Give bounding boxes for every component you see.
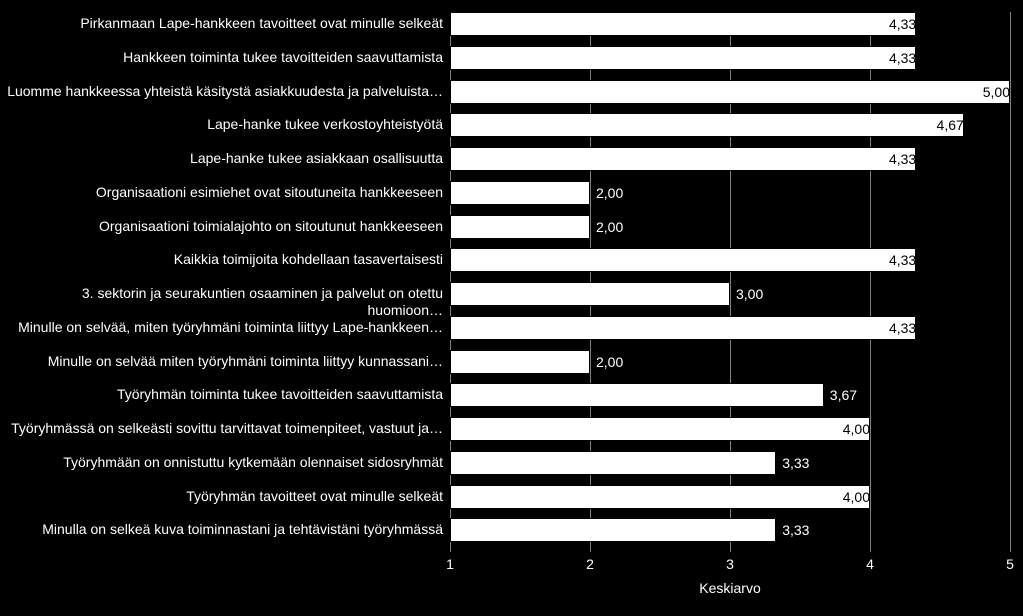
bar-row: 3,33 [450, 518, 1010, 542]
bar-value-label: 3,67 [824, 383, 857, 407]
bar [450, 451, 776, 475]
y-axis-label: Organisaationi esimiehet ovat sitoutunei… [3, 184, 443, 201]
bar-row: 4,00 [450, 485, 1010, 509]
bar-value-label: 2,00 [590, 215, 623, 239]
y-axis-label: Hankkeen toiminta tukee tavoitteiden saa… [3, 49, 443, 66]
bar-row: 4,33 [450, 248, 1010, 272]
y-axis-label: Minulle on selvää miten työryhmäni toimi… [3, 353, 443, 370]
y-axis-label: Työryhmän tavoitteet ovat minulle selkeä… [3, 488, 443, 505]
x-axis-title: Keskiarvo [699, 580, 760, 596]
x-tick: 4 [866, 556, 874, 572]
y-axis-label: Työryhmässä on selkeästi sovittu tarvitt… [3, 420, 443, 437]
y-axis-label: Työryhmään on onnistuttu kytkemään olenn… [3, 454, 443, 471]
bar-value-label: 4,33 [450, 147, 916, 171]
bar-row: 4,33 [450, 316, 1010, 340]
bar-row: 4,00 [450, 417, 1010, 441]
bar-chart: 4,33 4,33 5,00 4,67 4,33 2,00 2,00 4,33 3,00 4,33… [0, 0, 1023, 616]
bar-value-label: 3,33 [776, 518, 809, 542]
bar-value-label: 4,67 [450, 113, 964, 137]
y-axis-label: Pirkanmaan Lape-hankkeen tavoitteet ovat… [3, 15, 443, 32]
bar-row: 3,00 [450, 282, 1010, 306]
bar-value-label: 4,33 [450, 12, 916, 36]
bar-row: 2,00 [450, 350, 1010, 374]
bar-value-label: 3,00 [730, 282, 763, 306]
bar-row: 3,67 [450, 383, 1010, 407]
bar-value-label: 4,00 [450, 485, 870, 509]
bar-row: 4,33 [450, 46, 1010, 70]
bar-row: 4,33 [450, 12, 1010, 36]
bar [450, 181, 590, 205]
plot-area: 4,33 4,33 5,00 4,67 4,33 2,00 2,00 4,33 3,00 4,33… [450, 12, 1010, 552]
bar-value-label: 3,33 [776, 451, 809, 475]
bar-row: 4,67 [450, 113, 1010, 137]
bar [450, 282, 730, 306]
y-axis-label: Organisaationi toimialajohto on sitoutun… [3, 218, 443, 235]
x-tick: 1 [446, 556, 454, 572]
x-tick: 3 [726, 556, 734, 572]
bar-row: 2,00 [450, 215, 1010, 239]
y-axis-label: Minulla on selkeä kuva toiminnastani ja … [3, 521, 443, 538]
y-axis-label: Lape-hanke tukee verkostoyhteistyötä [3, 116, 443, 133]
bar-value-label: 4,33 [450, 46, 916, 70]
y-axis-label: Luomme hankkeessa yhteistä käsitystä asi… [3, 83, 443, 100]
bar [450, 350, 590, 374]
bar-value-label: 2,00 [590, 350, 623, 374]
x-tick: 5 [1006, 556, 1014, 572]
y-axis-label: Minulle on selvää, miten työryhmäni toim… [3, 319, 443, 336]
bar-row: 3,33 [450, 451, 1010, 475]
bar-row: 4,33 [450, 147, 1010, 171]
gridline [1010, 12, 1011, 552]
y-axis-label: 3. sektorin ja seurakuntien osaaminen ja… [3, 285, 443, 319]
y-axis-label: Lape-hanke tukee asiakkaan osallisuutta [3, 150, 443, 167]
bar-value-label: 4,00 [450, 417, 870, 441]
bar-value-label: 4,33 [450, 316, 916, 340]
bar-row: 2,00 [450, 181, 1010, 205]
bar [450, 215, 590, 239]
bar [450, 518, 776, 542]
bar-row: 5,00 [450, 80, 1010, 104]
x-tick: 2 [586, 556, 594, 572]
bar-value-label: 4,33 [450, 248, 916, 272]
bar [450, 383, 824, 407]
bar-value-label: 2,00 [590, 181, 623, 205]
bar-value-label: 5,00 [450, 80, 1010, 104]
y-axis-label: Kaikkia toimijoita kohdellaan tasavertai… [3, 251, 443, 268]
y-axis-label: Työryhmän toiminta tukee tavoitteiden sa… [3, 386, 443, 403]
